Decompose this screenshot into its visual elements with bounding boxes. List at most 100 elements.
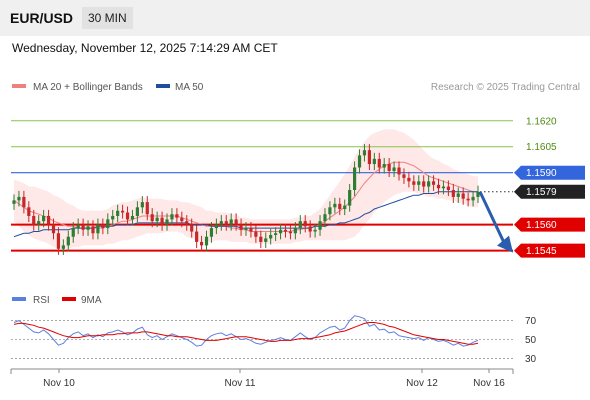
candle-body <box>259 236 263 242</box>
candle <box>343 199 347 216</box>
candle <box>456 187 460 203</box>
candle-body <box>96 224 100 234</box>
candle-body <box>17 196 21 201</box>
candle-body <box>125 212 130 220</box>
candle-body <box>86 226 90 230</box>
candle <box>412 175 416 191</box>
candle <box>190 218 194 238</box>
candle-body <box>422 181 426 187</box>
candle-body <box>264 238 268 242</box>
candle <box>76 218 80 235</box>
x-tick-label: Nov 10 <box>43 378 75 389</box>
candle <box>352 161 357 197</box>
candle-body <box>333 203 337 208</box>
candle-body <box>348 190 352 206</box>
candle-body <box>288 231 293 234</box>
candle-body <box>387 164 391 171</box>
candle <box>298 215 302 235</box>
candle <box>12 194 16 210</box>
candle <box>17 190 21 207</box>
candle-body <box>165 219 169 225</box>
candle <box>402 168 406 184</box>
chart-datetime: Wednesday, November 12, 2025 7:14:29 AM … <box>12 41 278 55</box>
candle <box>382 157 386 174</box>
candle-body <box>140 202 144 208</box>
candle-body <box>150 214 154 222</box>
candle-body <box>155 217 159 222</box>
candle-body <box>106 219 110 229</box>
candle-body <box>377 158 381 168</box>
candle <box>318 215 322 236</box>
candle <box>135 201 140 223</box>
candle-body <box>407 177 411 182</box>
candle-body <box>446 186 450 190</box>
candle <box>451 183 455 203</box>
candle <box>116 204 120 223</box>
candle-body <box>382 164 386 168</box>
candle-body <box>283 229 288 232</box>
candle <box>46 209 51 231</box>
ma20-legend-label: MA 20 + Bollinger Bands <box>33 82 143 93</box>
candle-body <box>185 221 189 225</box>
candle-body <box>209 228 214 237</box>
candle-body <box>190 224 194 232</box>
candle-body <box>367 150 372 165</box>
candle-body <box>22 196 26 208</box>
candle <box>140 196 144 214</box>
candle-body <box>427 181 431 187</box>
level-tag-1.1590 <box>514 165 585 180</box>
candle <box>56 227 61 255</box>
candle-body <box>343 205 347 210</box>
rsi-legend-swatch <box>12 297 26 301</box>
candle <box>377 152 381 174</box>
candle <box>362 144 367 162</box>
candle-body <box>328 207 332 215</box>
level-labels-layer: 1.1620 1.1605 1.1590 1.1579 1.1560 1.1545 <box>514 116 585 258</box>
candle <box>101 218 105 235</box>
candle <box>392 161 396 178</box>
candle <box>372 152 376 171</box>
ma50-legend-label: MA 50 <box>175 82 204 93</box>
candle-body <box>412 181 416 185</box>
candle-body <box>357 155 362 168</box>
candle <box>278 223 283 240</box>
candle <box>125 206 130 226</box>
candle-body <box>278 229 283 234</box>
rsi-legend: RSI 9MA <box>12 295 102 306</box>
candle <box>338 197 342 216</box>
copyright-credit: Research © 2025 Trading Central <box>431 82 580 93</box>
candle <box>313 223 317 238</box>
candle <box>288 225 293 240</box>
candle <box>37 215 41 231</box>
candle <box>214 218 218 235</box>
candle <box>308 220 312 238</box>
forecast-arrow-layer <box>478 191 513 253</box>
candle-body <box>180 217 184 222</box>
candle-body <box>195 231 199 242</box>
level-tag-1.1545 <box>514 243 585 258</box>
candle-body <box>308 226 312 232</box>
x-tick-label: Nov 11 <box>225 378 256 389</box>
candle <box>224 215 228 231</box>
level-tag-1.1560 <box>514 217 585 232</box>
candle <box>367 144 372 171</box>
candle-body <box>476 191 480 197</box>
candle <box>160 211 164 231</box>
candle-body <box>120 210 125 213</box>
forecast-arrow-shaft <box>478 191 506 244</box>
candle <box>22 190 26 214</box>
candle-body <box>37 221 41 225</box>
level-label-1.1605: 1.1605 <box>526 142 557 153</box>
candle-body <box>111 215 115 220</box>
candle <box>66 230 70 252</box>
candle <box>32 209 36 231</box>
candle-body <box>372 158 376 165</box>
candle <box>446 180 450 197</box>
levels-layer <box>11 120 513 252</box>
candle-body <box>249 228 253 232</box>
candle <box>441 180 446 195</box>
candle <box>239 218 243 236</box>
candle <box>145 196 149 221</box>
interval-button[interactable]: 30 MIN <box>82 7 133 29</box>
candle-body <box>471 196 475 201</box>
